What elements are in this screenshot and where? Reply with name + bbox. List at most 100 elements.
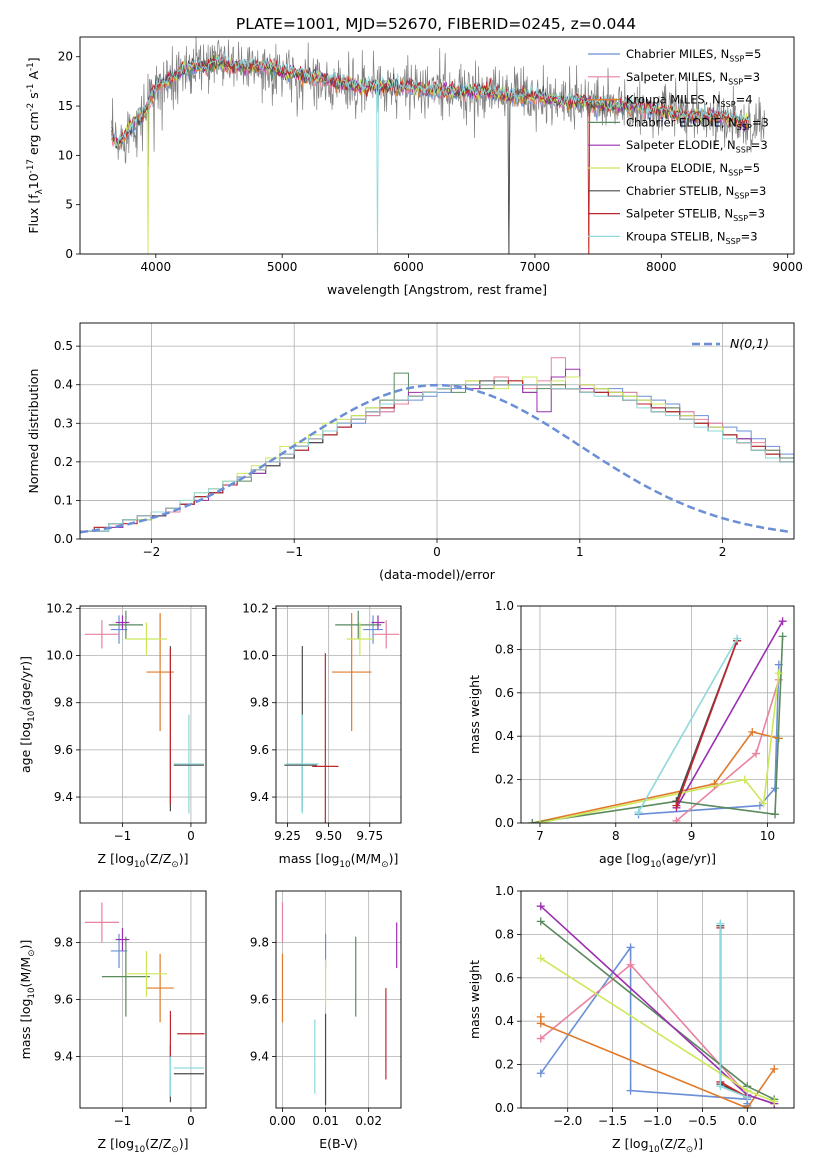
axes-frame: [520, 890, 795, 1109]
histogram-step: [80, 376, 794, 532]
y-tick-label: 0.4: [495, 729, 514, 743]
x-tick-label: 9.25: [274, 829, 301, 843]
axes-frame: [275, 605, 402, 824]
x-tick-label: 6000: [393, 260, 424, 274]
plus-marker: [743, 1104, 752, 1108]
x-tick-label: 9: [688, 829, 696, 843]
y-tick-label: 9.8: [54, 935, 73, 949]
plus-marker: [626, 1086, 635, 1095]
y-tick-label: 0: [65, 247, 73, 261]
series-line: [675, 620, 784, 809]
x-tick-label: 9.50: [315, 829, 342, 843]
y-tick-label: 0.0: [495, 1101, 514, 1115]
legend-label: Salpeter STELIB, NSSP=3: [626, 207, 765, 223]
errorbar-point: [115, 615, 130, 630]
figure-title: PLATE=1001, MJD=52670, FIBERID=0245, z=0…: [236, 15, 636, 33]
errorbar-point: [146, 953, 174, 1023]
legend-label: Chabrier ELODIE, NSSP=3: [626, 115, 769, 131]
axes-frame: [520, 605, 795, 824]
plus-marker: [634, 808, 643, 817]
plus-marker: [740, 775, 749, 784]
series-line: [539, 673, 780, 823]
x-tick-label: 1: [576, 545, 584, 559]
x-axis-label: Z [log10(Z/Z⊙)]: [98, 851, 189, 870]
plus-marker: [716, 919, 725, 928]
series-line: [719, 927, 748, 1098]
plus-marker: [536, 954, 545, 963]
series-line: [675, 640, 738, 806]
plus-marker: [774, 669, 783, 678]
x-tick-label: 8: [612, 829, 620, 843]
y-tick-label: 10: [58, 148, 73, 162]
y-tick-label: 0.0: [495, 816, 514, 830]
x-tick-label: 8000: [646, 260, 677, 274]
axes-spectrum: 4000 5000 6000 7000 8000 9000 0 5 10 15 20 waveleng…: [26, 36, 803, 297]
y-tick-label: 1.0: [495, 884, 514, 898]
series-line: [532, 636, 784, 823]
y-tick-label: 9.4: [250, 1050, 269, 1064]
axes-residuals: −2 −1 0 1 2 0.0 0.1 0.2 0.3 0.4 0.5 (data-model)/er…: [26, 322, 795, 582]
errorbar-point: [346, 622, 374, 656]
series-line: [719, 923, 748, 1098]
plus-marker: [528, 819, 537, 823]
y-axis-label: mass [log10(M/M⊙)]: [18, 940, 37, 1060]
axes-mass_vs_Z: −1 0 9.4 9.6 9.8 Z [log10(Z/Z⊙)] mass [log10(M…: [18, 890, 207, 1155]
x-tick-label: 7: [536, 829, 544, 843]
x-axis-label: (data-model)/error: [379, 567, 496, 582]
histogram-step: [80, 380, 794, 532]
y-tick-label: 0.4: [495, 1014, 514, 1028]
x-axis-label: mass [log10(M/M⊙)]: [279, 851, 399, 870]
plus-marker: [536, 902, 545, 911]
x-axis-label: E(B-V): [319, 1136, 358, 1151]
errorbar-point: [125, 622, 167, 656]
errorbar-point: [335, 610, 382, 640]
histogram-step: [80, 384, 794, 532]
y-axis-label: mass weight: [467, 960, 482, 1039]
x-tick-label: 10: [760, 829, 775, 843]
y-tick-label: 0.8: [495, 642, 514, 656]
legend-label: Salpeter MILES, NSSP=3: [626, 70, 760, 86]
x-tick-label: −0.5: [688, 1114, 717, 1128]
plus-marker: [759, 799, 768, 808]
axes-age_vs_Z: −1 0 9.4 9.6 9.8 10.0 10.2 Z [log10(Z/Z⊙)] age […: [18, 601, 207, 870]
y-tick-label: 10.0: [242, 649, 269, 663]
plus-marker: [778, 617, 787, 626]
plus-marker: [672, 801, 681, 810]
y-tick-label: 9.6: [54, 743, 73, 757]
axes-age_vs_mass: 9.25 9.50 9.75 9.4 9.6 9.8 10.0 10.2 mass [log10…: [242, 601, 402, 870]
errorbar-point: [312, 653, 339, 823]
errorbar-point: [371, 615, 385, 630]
axes-massweight_vs_age: 7 8 9 10 0.0 0.2 0.4 0.6 0.8 1.0 age [log10(age/yr…: [467, 599, 795, 870]
y-tick-label: 10.2: [242, 601, 269, 615]
y-axis-label: Normed distribution: [26, 369, 41, 494]
x-tick-label: 2: [719, 545, 727, 559]
y-tick-label: 9.4: [250, 790, 269, 804]
x-tick-label: 0: [187, 829, 195, 843]
plus-marker: [743, 1093, 752, 1102]
x-tick-label: −1.0: [643, 1114, 672, 1128]
axes-massweight_vs_Z: −2.0 −1.5 −1.0 −0.5 0.0 0.0 0.2 0.4 0.6 0.8 1.0 Z […: [467, 884, 795, 1155]
y-tick-label: 20: [58, 50, 73, 64]
y-tick-label: 9.4: [54, 1050, 73, 1064]
plus-marker: [770, 1097, 779, 1106]
y-tick-label: 0.0: [54, 532, 73, 546]
x-axis-label: age [log10(age/yr)]: [599, 851, 716, 870]
y-tick-label: 9.6: [250, 993, 269, 1007]
y-tick-label: 0.5: [54, 339, 73, 353]
legend-label: Chabrier MILES, NSSP=5: [626, 47, 761, 63]
errorbar-point: [84, 902, 120, 943]
y-tick-label: 0.6: [495, 971, 514, 985]
plot-area-massweight_vs_age: [528, 617, 787, 823]
y-tick-label: 10.2: [46, 601, 73, 615]
x-axis-label: wavelength [Angstrom, rest frame]: [327, 282, 547, 297]
legend-label: N(0,1): [730, 336, 769, 351]
plot-area-mass_vs_EBV: [281, 902, 398, 1106]
x-tick-label: −1: [285, 545, 303, 559]
y-tick-label: 9.8: [250, 935, 269, 949]
x-tick-label: −1.5: [598, 1114, 627, 1128]
y-tick-label: 9.8: [54, 696, 73, 710]
plus-marker: [778, 632, 787, 641]
plus-marker: [771, 810, 780, 819]
legend-label: Salpeter ELODIE, NSSP=3: [626, 138, 768, 154]
errorbar-point: [331, 613, 372, 732]
